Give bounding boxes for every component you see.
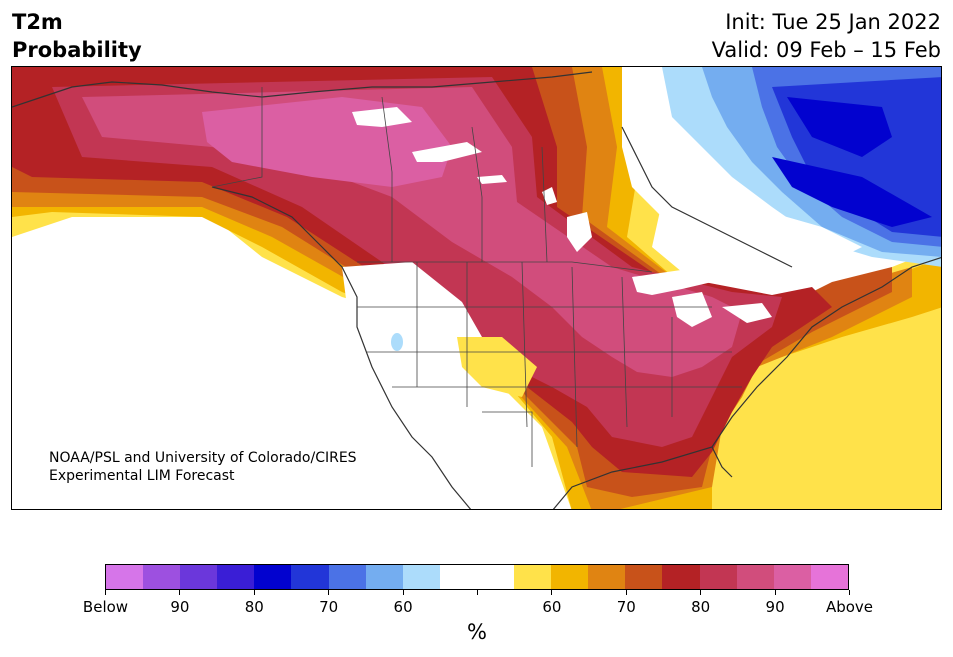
probability-colorbar (105, 564, 849, 590)
colorbar-tick (402, 590, 404, 595)
valid-range: Valid: 09 Feb – 15 Feb (711, 38, 941, 62)
colorbar-segment (551, 565, 589, 589)
colorbar-segment (514, 565, 552, 589)
colorbar-tick-label: 60 (393, 598, 413, 616)
great-lakes (352, 107, 772, 327)
map-credit: NOAA/PSL and University of Colorado/CIRE… (49, 449, 357, 485)
colorbar-segment (625, 565, 663, 589)
colorbar-tick (179, 590, 181, 595)
credit-line-1: NOAA/PSL and University of Colorado/CIRE… (49, 450, 357, 466)
warm-anomaly-bands (12, 67, 941, 509)
colorbar-segment (402, 565, 440, 589)
map-svg (12, 67, 941, 509)
forecast-map (11, 66, 942, 510)
cold-anomaly-bands (662, 67, 941, 267)
colorbar-tick-label: Below (82, 598, 129, 616)
colorbar-tick-label: 60 (542, 598, 562, 616)
title-variable: T2m (12, 10, 63, 34)
neutral-southwest (332, 262, 552, 509)
colorbar-tick-label: Above (825, 598, 874, 616)
plot-title-right: Init: Tue 25 Jan 2022 Valid: 09 Feb – 15… (712, 8, 941, 64)
colorbar-tick (253, 590, 255, 595)
political-borders (211, 87, 742, 467)
colorbar-tick-label: 70 (319, 598, 339, 616)
colorbar-segment (699, 565, 737, 589)
colorbar-tick (625, 590, 627, 595)
colorbar-segment (736, 565, 774, 589)
colorbar-tick (700, 590, 702, 595)
colorbar-tick (551, 590, 553, 595)
colorbar-segment (476, 565, 515, 589)
colorbar-segment (106, 565, 144, 589)
colorbar-segment (662, 565, 700, 589)
colorbar-tick (774, 590, 776, 595)
colorbar-segment (588, 565, 626, 589)
colorbar-segment (291, 565, 329, 589)
colorbar-tick (328, 590, 330, 595)
colorbar-segment (143, 565, 181, 589)
colorbar-tick-label: 90 (765, 598, 785, 616)
colorbar-segment (773, 565, 811, 589)
title-quantity: Probability (12, 38, 142, 62)
colorbar-segment (365, 565, 403, 589)
colorbar-tick-label: 70 (616, 598, 636, 616)
colorbar-tick (477, 590, 478, 595)
colorbar-segment (328, 565, 366, 589)
colorbar-segment (254, 565, 292, 589)
colorbar-segment (439, 565, 477, 589)
plot-title-left: T2m Probability (12, 8, 142, 64)
colorbar-segment (217, 565, 255, 589)
colorbar-segment (810, 565, 848, 589)
colorbar-tick (849, 590, 850, 595)
colorbar-tick-label: 90 (170, 598, 190, 616)
colorbar-tick-label: 80 (691, 598, 711, 616)
colorbar-tick-label: 80 (244, 598, 264, 616)
init-date: Init: Tue 25 Jan 2022 (725, 10, 941, 34)
credit-line-2: Experimental LIM Forecast (49, 468, 235, 484)
colorbar-tick (105, 590, 106, 595)
colorbar-segment (180, 565, 218, 589)
colorbar-unit: % (467, 620, 487, 644)
